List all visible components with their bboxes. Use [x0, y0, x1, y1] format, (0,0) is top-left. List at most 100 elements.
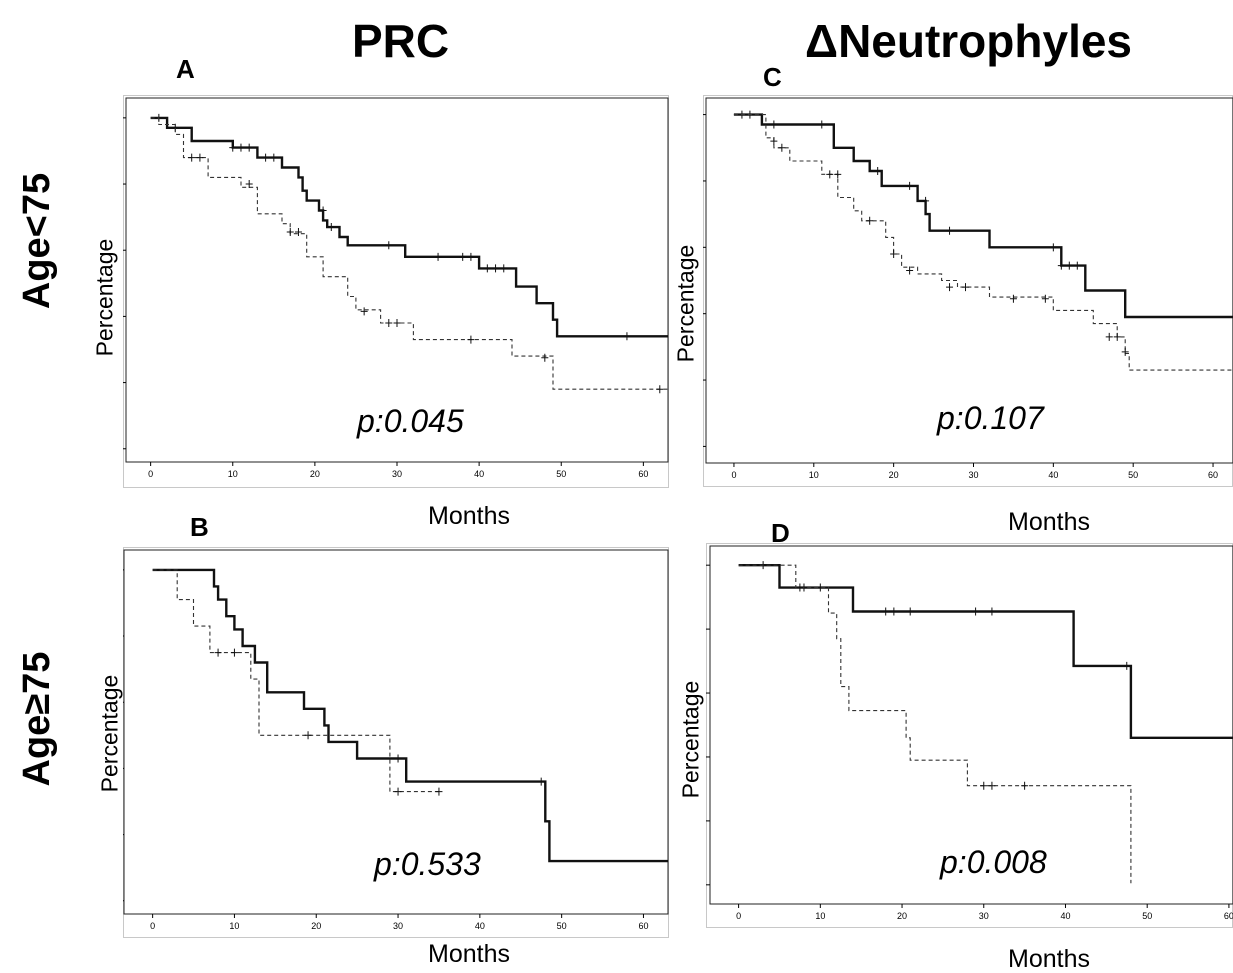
panel-letter-c: C [763, 62, 782, 92]
censor-mark [922, 196, 930, 205]
y-axis-label-a: Percentage [91, 238, 118, 357]
row-title-age-under-75: Age<75 [16, 172, 58, 310]
censor-mark [245, 143, 253, 152]
censor-mark [623, 332, 631, 341]
censor-mark [492, 264, 500, 273]
column-title-neutrophyles: ΔNeutrophyles [805, 15, 1133, 67]
plot-area-frame [705, 97, 1233, 464]
x-tick-label: 50 [1142, 911, 1152, 921]
y-axis-label-c: Percentage [672, 244, 699, 363]
censor-mark [230, 648, 238, 657]
x-tick-label: 20 [311, 921, 321, 931]
panel-letter-a: A [176, 54, 195, 84]
survival-curve-solid [733, 113, 1233, 319]
censor-mark [500, 264, 508, 273]
x-tick-label: 20 [310, 469, 320, 479]
censor-mark [319, 206, 327, 215]
censor-mark [467, 335, 475, 344]
x-tick-label: 0 [731, 470, 736, 480]
x-tick-label: 30 [968, 470, 978, 480]
x-tick-label: 30 [392, 469, 402, 479]
column-title-prc: PRC [352, 15, 450, 67]
panel-letter-b: B [190, 512, 209, 542]
x-axis-label-a: Months [428, 502, 510, 530]
censor-mark [1123, 661, 1131, 670]
censor-mark [214, 648, 222, 657]
censor-mark [1049, 243, 1057, 252]
censor-mark [229, 143, 237, 152]
x-axis-label-b: Months [428, 940, 510, 968]
censor-mark [882, 607, 890, 616]
censor-mark [394, 787, 402, 796]
censor-mark [304, 731, 312, 740]
censor-mark [1113, 332, 1121, 341]
p-value-a: p:0.045 [357, 403, 464, 439]
p-value-c: p:0.107 [937, 400, 1044, 436]
censor-mark [262, 153, 270, 162]
survival-curve-dashed [733, 114, 1233, 371]
censor-mark [541, 353, 549, 362]
x-tick-label: 40 [1048, 470, 1058, 480]
x-axis-label-d: Months [1008, 945, 1090, 973]
censor-mark [245, 180, 253, 189]
survival-curve-solid [738, 564, 1233, 739]
panel-letter-d: D [771, 518, 790, 548]
censor-mark [656, 385, 664, 394]
censor-mark [1057, 261, 1065, 270]
survival-curve-dashed [738, 564, 1132, 884]
plot-area-frame [123, 549, 669, 915]
censor-mark [385, 241, 393, 250]
censor-mark [1073, 261, 1081, 270]
plot-area-frame [709, 545, 1233, 905]
survival-curve-dashed [152, 569, 439, 793]
censor-mark [270, 153, 278, 162]
censor-mark [826, 170, 834, 179]
censor-mark [796, 583, 804, 592]
y-axis-label-b: Percentage [96, 674, 123, 793]
censor-mark [327, 223, 335, 232]
censor-mark [946, 226, 954, 235]
x-tick-label: 0 [148, 469, 153, 479]
censor-mark [962, 283, 970, 292]
censor-mark [1041, 294, 1049, 303]
survival-curve-solid [150, 116, 668, 338]
x-tick-label: 0 [150, 921, 155, 931]
censor-mark [988, 607, 996, 616]
survival-curve-solid [152, 568, 668, 863]
x-axis-label-c: Months [1008, 508, 1090, 536]
censor-mark [434, 252, 442, 261]
censor-mark [1105, 332, 1113, 341]
censor-mark [866, 216, 874, 225]
censor-mark [818, 120, 826, 129]
row-title-age-75-plus: Age≥75 [16, 651, 58, 787]
x-tick-label: 10 [809, 470, 819, 480]
censor-mark [435, 787, 443, 796]
x-tick-label: 30 [979, 911, 989, 921]
censor-mark [770, 120, 778, 129]
censor-mark [1009, 294, 1017, 303]
p-value-d: p:0.008 [940, 844, 1047, 880]
x-tick-label: 10 [228, 469, 238, 479]
x-tick-label: 30 [393, 921, 403, 931]
censor-mark [385, 319, 393, 328]
censor-mark [1065, 261, 1073, 270]
x-tick-label: 40 [1060, 911, 1070, 921]
x-tick-label: 60 [638, 469, 648, 479]
x-tick-label: 50 [557, 921, 567, 931]
y-axis-label-d: Percentage [677, 680, 704, 799]
x-tick-label: 60 [1208, 470, 1218, 480]
x-tick-label: 40 [475, 921, 485, 931]
x-tick-label: 10 [815, 911, 825, 921]
censor-mark [778, 143, 786, 152]
censor-mark [393, 319, 401, 328]
x-tick-label: 40 [474, 469, 484, 479]
censor-mark [906, 266, 914, 275]
x-tick-label: 60 [638, 921, 648, 931]
x-tick-label: 20 [889, 470, 899, 480]
censor-mark [459, 252, 467, 261]
censor-mark [188, 153, 196, 162]
censor-mark [906, 181, 914, 190]
x-tick-label: 50 [556, 469, 566, 479]
censor-mark [972, 607, 980, 616]
